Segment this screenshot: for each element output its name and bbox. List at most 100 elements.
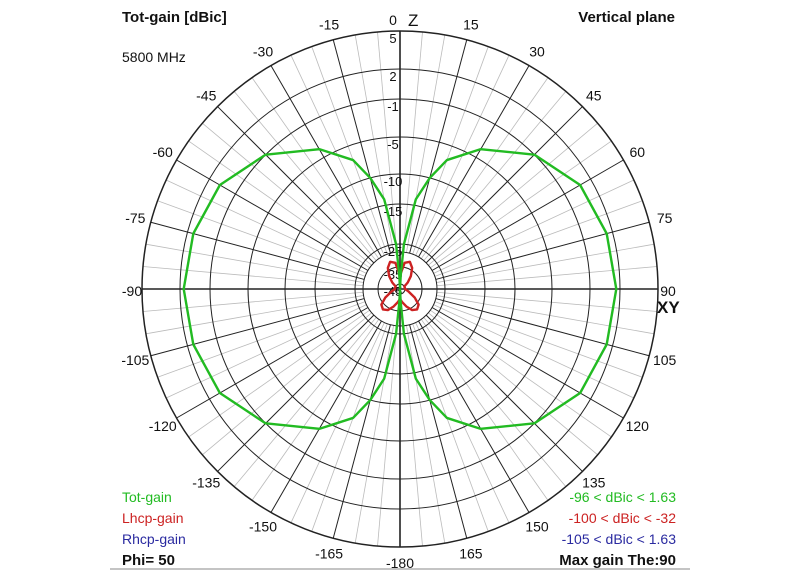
minor-radial-line	[233, 317, 377, 487]
ring-label: 2	[389, 69, 396, 84]
lhcp-range: -100 < dBic < -32	[569, 510, 677, 526]
major-radial-line	[332, 39, 391, 254]
angle-tick-label: 30	[529, 44, 545, 60]
major-radial-line	[431, 159, 624, 271]
minor-radial-line	[428, 122, 598, 266]
minor-radial-line	[434, 301, 643, 378]
minor-radial-line	[202, 122, 372, 266]
tot-range: -96 < dBic < 1.63	[569, 489, 676, 505]
minor-radial-line	[436, 266, 658, 287]
rhcp-range: -105 < dBic < 1.63	[562, 531, 677, 547]
minor-radial-line	[188, 309, 370, 438]
minor-radial-line	[402, 325, 423, 547]
major-radial-line	[217, 106, 375, 264]
minor-radial-line	[377, 325, 398, 547]
ring-label: -25	[384, 244, 403, 259]
minor-radial-line	[428, 312, 598, 456]
minor-radial-line	[434, 200, 643, 277]
minor-radial-line	[430, 309, 612, 438]
minor-radial-line	[145, 295, 364, 335]
legend-rhcp: Rhcp-gain	[122, 531, 186, 547]
angle-tick-label: -150	[249, 518, 277, 534]
minor-radial-line	[251, 77, 380, 259]
angle-tick-labels: 0 15 30 45 60 75 90 105 120 135 150 165 -180 -165 -150…	[121, 12, 676, 571]
ring-label: -5	[387, 137, 399, 152]
major-radial-line	[270, 65, 382, 258]
angle-tick-label: -90	[122, 283, 142, 299]
angle-tick-label: -15	[319, 16, 339, 32]
angle-tick-label: -75	[125, 210, 145, 226]
major-radial-line	[435, 221, 650, 280]
minor-radial-line	[423, 317, 567, 487]
angle-tick-label: -105	[121, 352, 149, 368]
minor-radial-line	[406, 325, 446, 544]
major-radial-line	[176, 159, 369, 271]
minor-radial-line	[145, 243, 364, 283]
angle-tick-label: 0	[389, 12, 397, 28]
major-radial-line	[431, 307, 624, 419]
angle-tick-label: 150	[525, 518, 549, 534]
minor-radial-line	[233, 91, 377, 261]
minor-radial-line	[202, 312, 372, 456]
major-radial-line	[425, 314, 583, 472]
angle-tick-label: -60	[153, 144, 173, 160]
minor-radial-line	[354, 34, 394, 253]
minor-radial-line	[436, 295, 655, 335]
angle-tick-label: 135	[582, 475, 606, 491]
minor-radial-line	[420, 319, 549, 501]
minor-radial-line	[406, 34, 446, 253]
minor-radial-line	[412, 323, 489, 532]
angle-tick-label: 75	[657, 210, 673, 226]
legend-lhcp: Lhcp-gain	[122, 510, 184, 526]
series-tot-gain	[182, 147, 618, 431]
minor-radial-line	[412, 46, 489, 255]
minor-radial-line	[142, 291, 364, 312]
minor-radial-line	[166, 179, 367, 274]
chart-title: Tot-gain [dBic]	[122, 9, 227, 26]
minor-radial-line	[433, 179, 634, 274]
minor-radial-line	[377, 31, 398, 253]
minor-radial-line	[311, 46, 388, 255]
angle-tick-label: 105	[653, 352, 677, 368]
minor-radial-line	[251, 319, 380, 501]
ring-label: -10	[384, 174, 403, 189]
ring-labels: 52-1-5-10-15-25-35-45	[384, 31, 403, 299]
angle-tick-label: 15	[463, 16, 479, 32]
major-radial-line	[418, 65, 530, 258]
angle-tick-label: 120	[626, 418, 650, 434]
minor-radial-line	[157, 301, 366, 378]
angle-tick-label: -30	[253, 44, 273, 60]
minor-radial-line	[166, 304, 367, 399]
z-axis-label: Z	[408, 11, 418, 30]
angle-tick-label: 60	[630, 144, 646, 160]
minor-radial-line	[433, 304, 634, 399]
major-radial-line	[176, 307, 369, 419]
major-radial-line	[150, 298, 365, 357]
xy-axis-label: XY	[657, 298, 680, 317]
minor-radial-line	[436, 291, 658, 312]
angle-tick-label: 165	[459, 546, 483, 562]
minor-radial-line	[188, 140, 370, 269]
major-radial-line	[150, 221, 365, 280]
ring-label: 5	[389, 31, 396, 46]
minor-radial-line	[423, 91, 567, 261]
minor-radial-line	[436, 243, 655, 283]
legend-tot: Tot-gain	[122, 489, 172, 505]
minor-radial-line	[157, 200, 366, 277]
minor-radial-line	[311, 323, 388, 532]
major-radial-line	[270, 320, 382, 513]
major-radial-line	[425, 106, 583, 264]
phi-label: Phi= 50	[122, 552, 175, 569]
max-gain-label: Max gain The:90	[559, 552, 676, 569]
major-radial-line	[418, 320, 530, 513]
major-radial-line	[435, 298, 650, 357]
minor-radial-line	[430, 140, 612, 269]
frequency-label: 5800 MHz	[122, 49, 186, 65]
major-radial-line	[409, 39, 468, 254]
angle-tick-label: -135	[192, 475, 220, 491]
angle-tick-label: 45	[586, 87, 602, 103]
angle-tick-label: -45	[196, 87, 216, 103]
minor-radial-line	[402, 31, 423, 253]
polar-grid	[141, 30, 659, 548]
